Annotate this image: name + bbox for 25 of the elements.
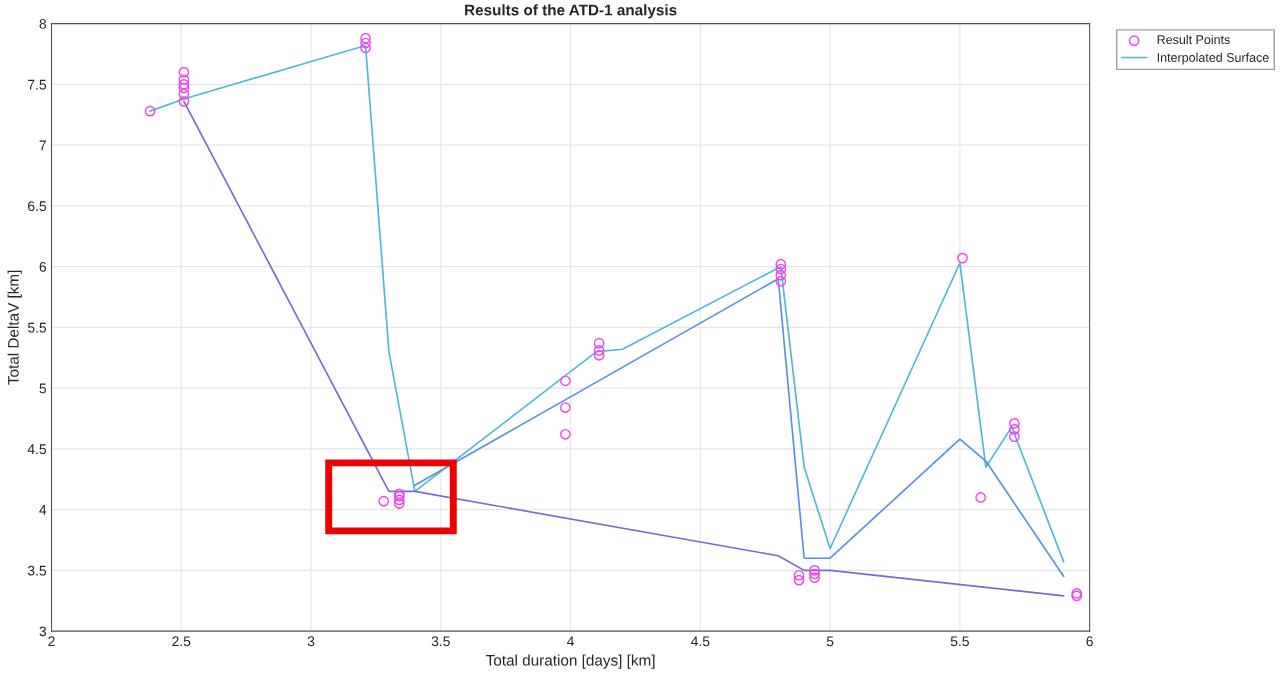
y-tick-label: 5: [39, 383, 47, 394]
y-tick-label: 3.5: [27, 565, 47, 576]
y-tick-label: 4.5: [27, 444, 47, 455]
y-tick-label: 7: [39, 140, 46, 151]
x-tick-label: 2.5: [172, 636, 191, 647]
y-axis-title: Total DeltaV [km]: [7, 270, 22, 385]
x-tick-label: 4: [567, 636, 575, 647]
x-tick-label: 5.5: [950, 636, 969, 647]
y-tick-label: 5.5: [27, 322, 47, 333]
x-tick-label: 4.5: [691, 636, 710, 647]
y-tick-label: 4: [39, 505, 47, 515]
legend-label: Interpolated Surface: [1157, 52, 1269, 65]
x-axis-title: Total duration [days] [km]: [486, 654, 655, 669]
legend-label: Result Points: [1157, 34, 1230, 45]
y-tick-label: 8: [39, 18, 47, 29]
chart-title: Results of the ATD-1 analysis: [465, 4, 677, 19]
x-tick-label: 6: [1086, 636, 1093, 647]
y-tick-label: 7.5: [28, 79, 47, 90]
x-tick-label: 3: [307, 636, 315, 647]
y-tick-label: 3: [39, 626, 47, 637]
y-tick-label: 6: [39, 261, 47, 272]
x-tick-label: 2: [48, 636, 55, 647]
x-tick-label: 3.5: [431, 636, 450, 647]
x-tick-label: 5: [826, 636, 834, 647]
y-tick-label: 6.5: [28, 201, 47, 212]
